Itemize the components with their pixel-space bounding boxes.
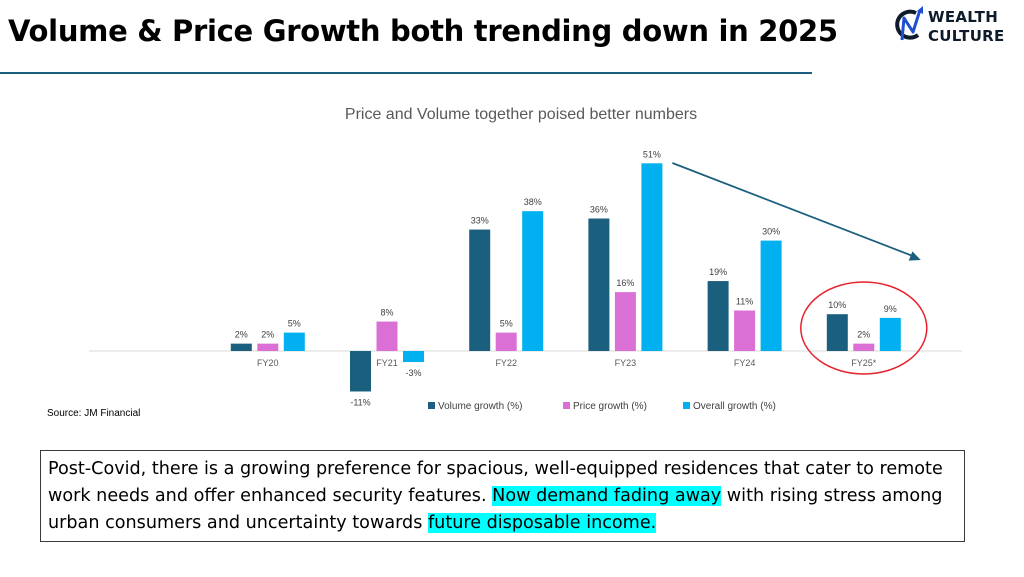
logo-text-culture: CULTURE — [928, 27, 1005, 45]
title-divider — [0, 72, 812, 74]
data-label-FY21-price: 8% — [380, 308, 393, 318]
legend-swatch-overall — [683, 402, 690, 409]
legend-swatch-price — [563, 402, 570, 409]
data-label-FY23-overall: 51% — [643, 149, 661, 159]
fy25-highlight-circle — [800, 281, 928, 375]
bar-FY20-overall — [283, 332, 305, 351]
data-label-FY22-volume: 33% — [471, 216, 489, 226]
legend-label-price: Price growth (%) — [573, 401, 647, 412]
logo-text-wealth: WEALTH — [928, 8, 999, 26]
bar-FY21-price — [376, 321, 398, 351]
bar-FY21-volume — [350, 351, 371, 392]
trend-arrow — [672, 162, 914, 257]
x-tick-label-FY23: FY23 — [615, 358, 637, 368]
trend-arrow-head — [908, 251, 921, 261]
slide-title: Volume & Price Growth both trending down… — [8, 14, 838, 48]
data-label-FY20-overall: 5% — [288, 319, 301, 329]
x-tick-label-FY25: FY25* — [851, 358, 877, 368]
bar-FY23-price — [614, 292, 636, 351]
legend-label-overall: Overall growth (%) — [693, 401, 776, 412]
commentary-text-continued: with rising stress among urban consumers… — [48, 486, 943, 533]
data-label-FY22-price: 5% — [500, 319, 513, 329]
bar-FY20-price — [257, 343, 279, 351]
bar-FY22-overall — [522, 211, 544, 351]
data-label-FY22-overall: 38% — [524, 197, 542, 207]
wealth-culture-logo-icon — [895, 6, 923, 41]
source-note: Source: JM Financial — [47, 408, 141, 419]
data-label-FY24-price: 11% — [736, 297, 753, 307]
bar-FY22-volume — [469, 229, 491, 351]
chart-title: Price and Volume together poised better … — [344, 106, 698, 123]
legend-swatch-volume — [428, 402, 435, 409]
data-label-FY21-volume: -11% — [350, 397, 370, 407]
x-tick-label-FY20: FY20 — [257, 358, 279, 368]
growth-bar-chart: 2% 2% 5% -11% 8% -3% 33% 5% 38% 36% 16% 51% 19% 11% 30… — [89, 149, 962, 412]
bar-FY24-overall — [760, 240, 782, 351]
data-label-FY23-volume: 36% — [590, 205, 608, 215]
bar-FY25-price — [853, 343, 875, 351]
legend-label-volume: Volume growth (%) — [438, 401, 522, 412]
bar-FY22-price — [495, 332, 517, 351]
bar-FY21-overall — [403, 351, 424, 363]
data-label-FY25-overall: 9% — [884, 304, 897, 314]
data-label-FY25-volume: 10% — [828, 300, 846, 310]
bar-FY24-volume — [707, 281, 729, 351]
data-label-FY24-volume: 19% — [709, 267, 727, 277]
brand-logo: WEALTH CULTURE — [894, 4, 1020, 50]
x-tick-label-FY21: FY21 — [376, 358, 398, 368]
commentary-box: Post-Covid, there is a growing preferenc… — [40, 450, 965, 542]
commentary-highlight-demand: Now demand fading away — [492, 486, 722, 506]
data-label-FY21-overall: -3% — [405, 368, 421, 378]
commentary-highlight-income: future disposable income. — [427, 513, 657, 533]
bar-FY24-price — [734, 310, 756, 351]
x-tick-label-FY22: FY22 — [495, 358, 517, 368]
bar-FY20-volume — [230, 343, 252, 351]
x-tick-label-FY24: FY24 — [734, 358, 756, 368]
bar-FY23-volume — [588, 218, 610, 351]
data-label-FY20-price: 2% — [261, 330, 274, 340]
commentary-text: Post-Covid, there is a growing preferenc… — [48, 459, 943, 506]
data-label-FY20-volume: 2% — [235, 330, 248, 340]
data-label-FY23-price: 16% — [616, 278, 634, 288]
bar-FY23-overall — [641, 163, 663, 351]
data-label-FY25-price: 2% — [857, 330, 870, 340]
bar-FY25-overall — [879, 317, 901, 351]
bar-FY25-volume — [826, 314, 848, 351]
data-label-FY24-overall: 30% — [762, 227, 780, 237]
